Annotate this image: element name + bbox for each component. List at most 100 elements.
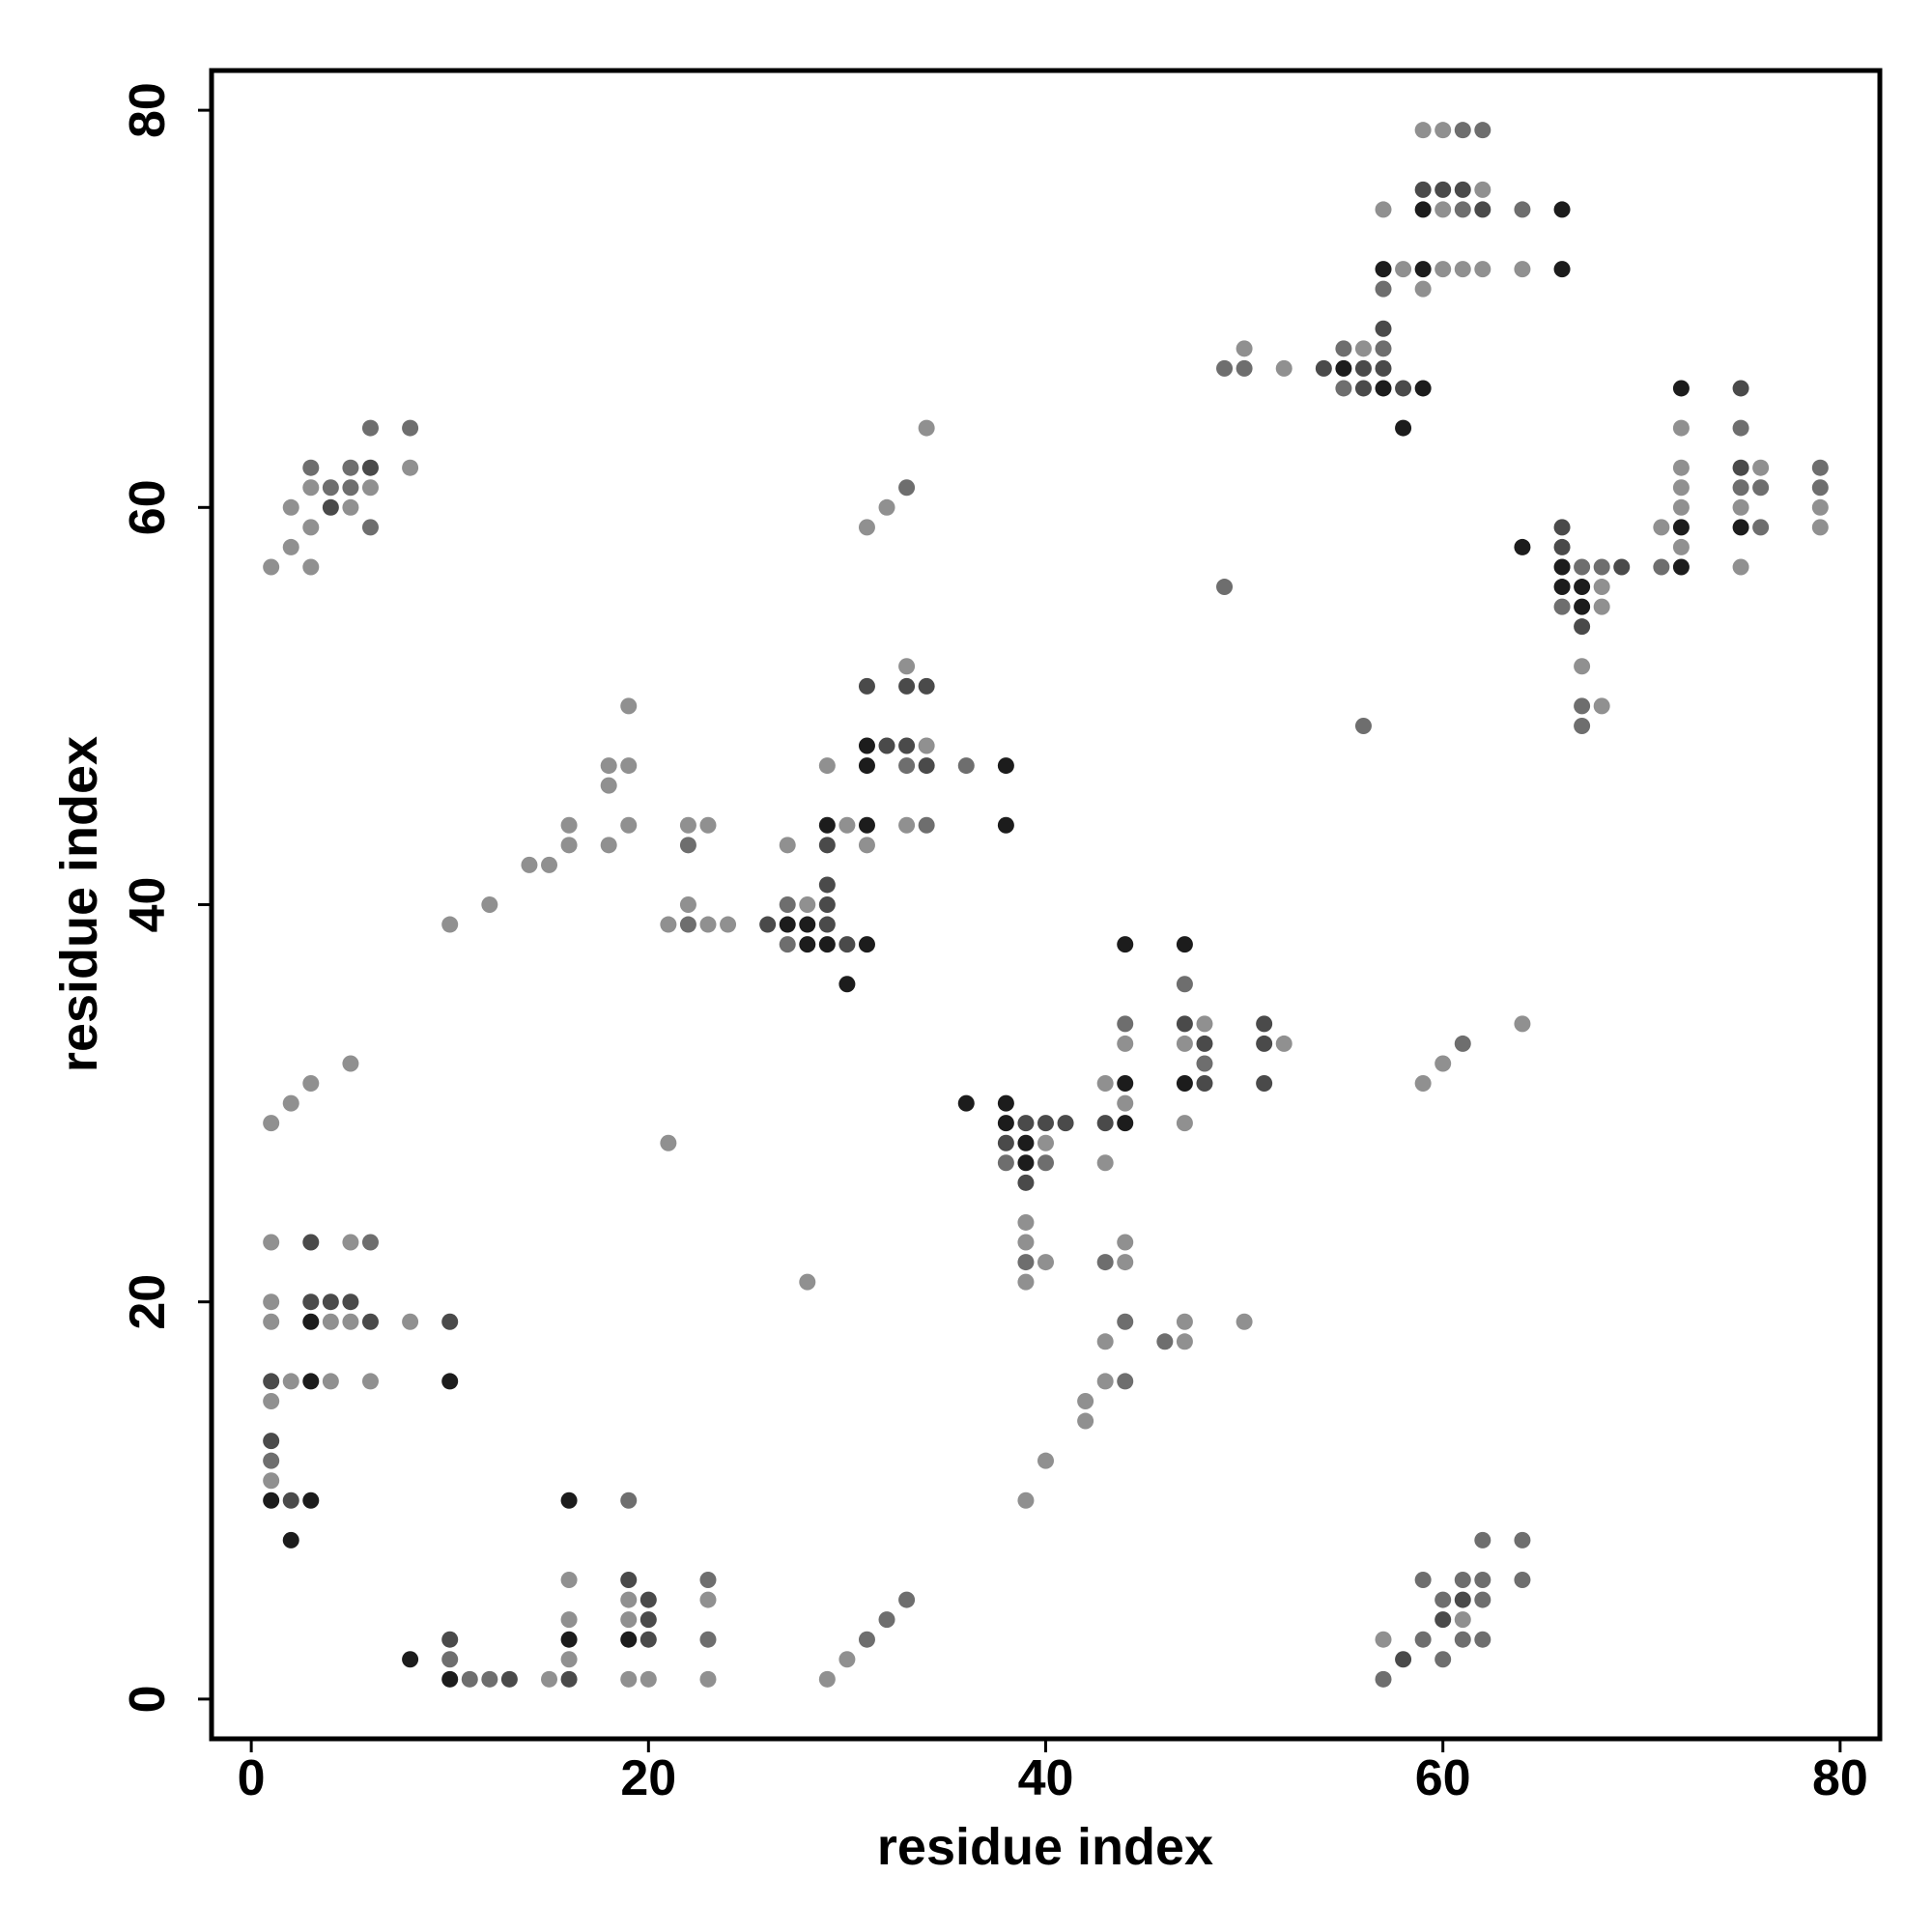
contact-point: [699, 816, 717, 834]
contact-point: [1057, 1115, 1074, 1132]
contact-point: [1375, 261, 1392, 278]
contact-point: [1732, 558, 1749, 576]
contact-point: [322, 1313, 339, 1330]
contact-point: [282, 498, 299, 516]
contact-point: [1176, 1115, 1193, 1132]
y-tick-label: 40: [120, 877, 176, 933]
contact-point: [1256, 1075, 1273, 1093]
contact-point: [361, 459, 379, 476]
contact-point: [818, 896, 836, 913]
contact-point: [818, 1670, 836, 1688]
contact-point: [858, 837, 875, 854]
contact-point: [858, 1631, 875, 1648]
contact-point: [302, 479, 320, 497]
contact-point: [1593, 558, 1610, 576]
contact-point: [1395, 1651, 1412, 1668]
contact-point: [560, 837, 578, 854]
contact-point: [263, 1452, 280, 1469]
contact-point: [1176, 1075, 1193, 1093]
contact-point: [342, 1234, 359, 1251]
contact-point: [1514, 201, 1531, 218]
contact-point: [1435, 1651, 1452, 1668]
contact-point: [1672, 459, 1690, 476]
contact-point: [918, 816, 935, 834]
contact-point: [997, 816, 1014, 834]
y-tick-label: 60: [120, 479, 176, 535]
contact-point: [1017, 1213, 1035, 1231]
contact-point: [838, 1651, 856, 1668]
contact-point: [361, 519, 379, 536]
contact-point: [263, 1472, 280, 1490]
contact-point: [600, 757, 617, 775]
contact-point: [1077, 1392, 1094, 1409]
contact-point: [1574, 618, 1591, 636]
contact-point: [1117, 1094, 1134, 1112]
contact-point: [282, 1492, 299, 1509]
contact-point: [878, 498, 895, 516]
contact-point: [342, 459, 359, 476]
contact-point: [402, 459, 419, 476]
contact-point: [461, 1670, 478, 1688]
contact-point: [818, 757, 836, 775]
x-tick-label: 80: [1812, 1750, 1868, 1806]
contact-point: [1096, 1373, 1114, 1390]
contact-point: [1574, 579, 1591, 596]
contact-point: [302, 1373, 320, 1390]
contact-point: [1017, 1254, 1035, 1271]
contact-point: [1017, 1174, 1035, 1191]
contact-point: [1395, 380, 1412, 397]
contact-point: [1096, 1115, 1114, 1132]
contact-point: [898, 757, 916, 775]
contact-point: [1653, 558, 1670, 576]
contact-point: [1176, 1035, 1193, 1052]
contact-point: [1375, 359, 1392, 377]
contact-point: [263, 558, 280, 576]
contact-point: [997, 1154, 1014, 1172]
contact-point: [1474, 1591, 1492, 1608]
contact-point: [560, 1631, 578, 1648]
contact-point: [1017, 1492, 1035, 1509]
contact-point: [342, 1313, 359, 1330]
contact-point: [799, 1273, 816, 1291]
contact-point: [1414, 201, 1432, 218]
contact-point: [1514, 538, 1531, 555]
contact-point: [1553, 519, 1571, 536]
x-tick-label: 20: [620, 1750, 676, 1806]
contact-point: [1156, 1333, 1174, 1350]
contact-point: [699, 1670, 717, 1688]
contact-point: [898, 658, 916, 675]
contact-point: [402, 1651, 419, 1668]
contact-point: [1553, 538, 1571, 555]
contact-point: [779, 936, 796, 953]
y-axis-title: residue index: [50, 736, 108, 1072]
contact-point: [1216, 579, 1234, 596]
contact-point: [1375, 1670, 1392, 1688]
contact-point: [918, 677, 935, 695]
contact-point: [302, 558, 320, 576]
contact-point: [779, 837, 796, 854]
contact-point: [639, 1670, 657, 1688]
contact-point: [679, 896, 696, 913]
contact-point: [639, 1611, 657, 1629]
contact-point: [1752, 519, 1770, 536]
contact-point: [441, 1670, 459, 1688]
contact-point: [1315, 359, 1332, 377]
contact-point: [1117, 1373, 1134, 1390]
contact-point: [1514, 1572, 1531, 1589]
contact-point: [1474, 1572, 1492, 1589]
contact-point: [1454, 1035, 1471, 1052]
contact-point: [1375, 280, 1392, 298]
contact-point: [1593, 598, 1610, 615]
x-tick-label: 60: [1415, 1750, 1471, 1806]
contact-point: [818, 837, 836, 854]
contact-point: [1037, 1154, 1054, 1172]
contact-point: [1354, 359, 1372, 377]
contact-point: [1414, 261, 1432, 278]
contact-point: [402, 1313, 419, 1330]
contact-point: [799, 936, 816, 953]
contact-point: [1414, 122, 1432, 139]
contact-point: [342, 479, 359, 497]
contact-point: [282, 1373, 299, 1390]
contact-point: [1574, 697, 1591, 715]
contact-point: [282, 1531, 299, 1548]
